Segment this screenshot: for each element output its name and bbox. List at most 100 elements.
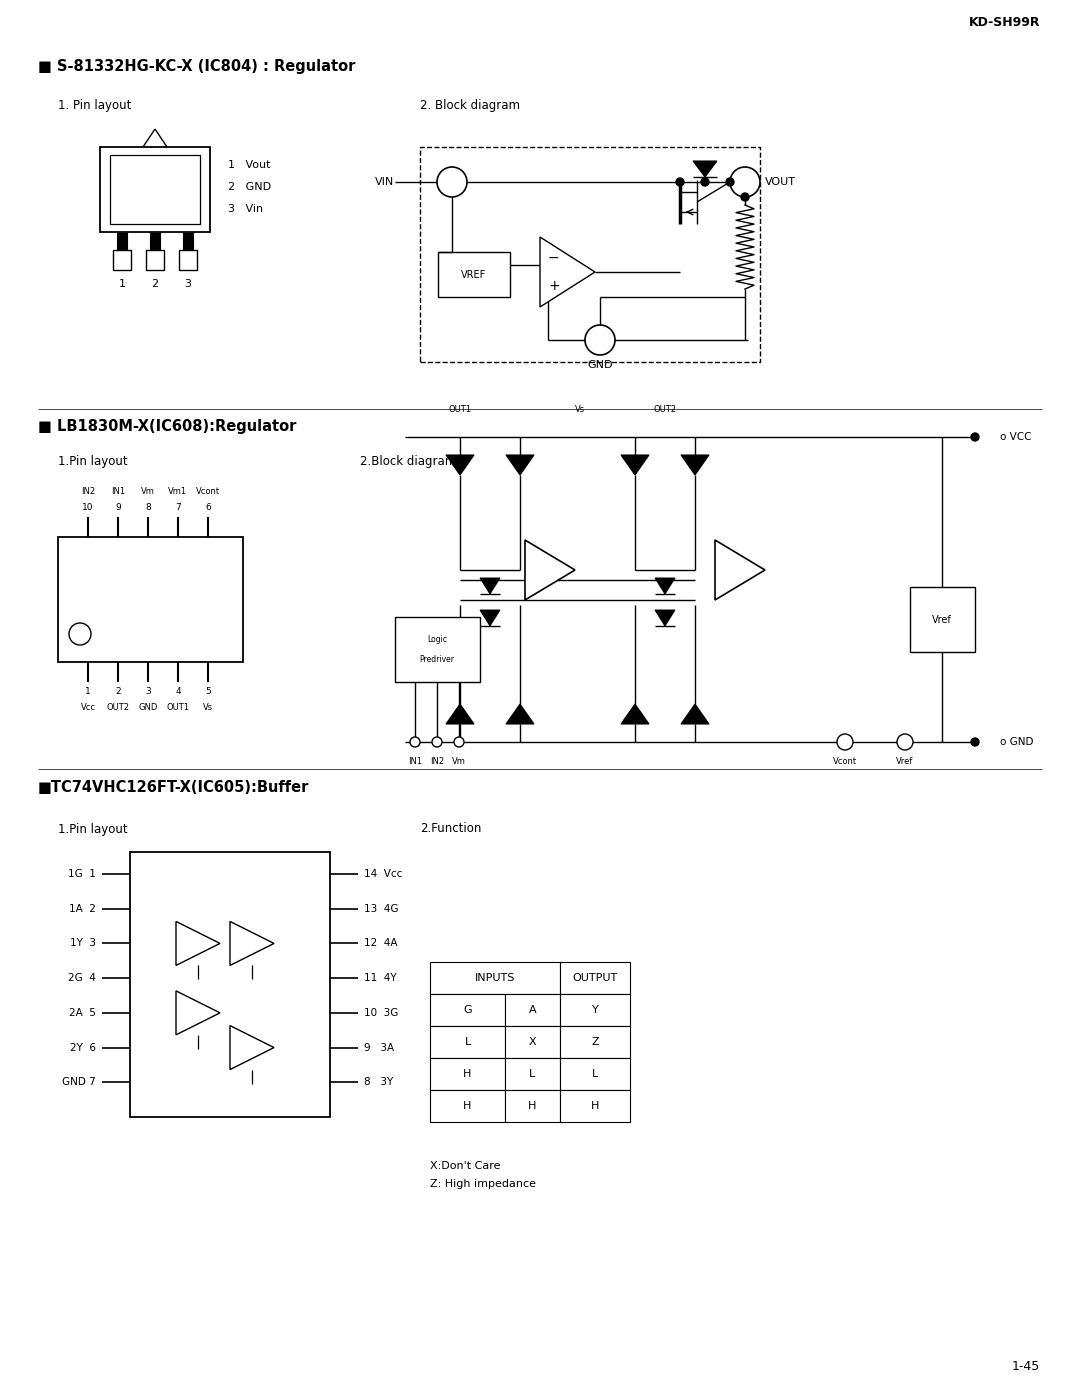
- Text: 1-45: 1-45: [1012, 1361, 1040, 1373]
- Text: ■TC74VHC126FT-X(IC605):Buffer: ■TC74VHC126FT-X(IC605):Buffer: [38, 780, 309, 795]
- Text: 3: 3: [448, 177, 456, 187]
- Text: IN2: IN2: [430, 757, 444, 767]
- Text: Vm1: Vm1: [168, 486, 188, 496]
- Text: IN1: IN1: [111, 486, 125, 496]
- Text: Logic: Logic: [427, 636, 447, 644]
- Text: OUTPUT: OUTPUT: [572, 972, 618, 983]
- Bar: [910, 587, 975, 652]
- Text: Vref: Vref: [932, 615, 951, 624]
- Bar: [438, 251, 510, 298]
- Text: L: L: [592, 1069, 598, 1078]
- Circle shape: [437, 168, 467, 197]
- Bar: [561, 995, 630, 1025]
- Text: INPUTS: INPUTS: [475, 972, 515, 983]
- Polygon shape: [654, 610, 675, 626]
- Text: +: +: [548, 279, 559, 293]
- Text: L: L: [529, 1069, 536, 1078]
- Text: Vm: Vm: [453, 757, 465, 767]
- Text: 10: 10: [82, 503, 94, 511]
- Bar: [430, 995, 505, 1025]
- Circle shape: [837, 733, 853, 750]
- Text: H: H: [591, 1101, 599, 1111]
- Circle shape: [741, 193, 750, 201]
- Polygon shape: [681, 455, 708, 475]
- Polygon shape: [230, 922, 274, 965]
- Text: OUT2: OUT2: [107, 704, 130, 712]
- Bar: [113, 250, 131, 270]
- Text: 2: 2: [151, 279, 159, 289]
- Polygon shape: [176, 990, 220, 1035]
- Text: ■ S-81332HG-KC-X (IC804) : Regulator: ■ S-81332HG-KC-X (IC804) : Regulator: [38, 60, 355, 74]
- Text: 1   Vout: 1 Vout: [228, 161, 270, 170]
- Text: 2Y  6: 2Y 6: [70, 1042, 96, 1052]
- Text: IN2: IN2: [81, 486, 95, 496]
- Text: 6: 6: [205, 503, 211, 511]
- Text: 4: 4: [175, 687, 180, 697]
- Circle shape: [701, 177, 708, 186]
- Bar: [430, 1025, 505, 1058]
- Text: GND: GND: [138, 704, 158, 712]
- Bar: [430, 1090, 505, 1122]
- Text: 10  3G: 10 3G: [364, 1007, 399, 1018]
- Text: G: G: [463, 1004, 472, 1016]
- Text: OUT1: OUT1: [166, 704, 189, 712]
- Circle shape: [676, 177, 684, 186]
- Text: VREF: VREF: [461, 270, 487, 279]
- Polygon shape: [715, 541, 765, 599]
- Bar: [561, 1058, 630, 1090]
- Polygon shape: [681, 704, 708, 724]
- Text: 1: 1: [85, 687, 91, 697]
- Text: 3: 3: [145, 687, 151, 697]
- Polygon shape: [176, 922, 220, 965]
- Bar: [505, 1058, 561, 1090]
- Bar: [430, 1058, 505, 1090]
- Text: 7: 7: [175, 503, 180, 511]
- Bar: [100, 147, 210, 232]
- Text: X: X: [529, 1037, 537, 1046]
- Circle shape: [730, 168, 760, 197]
- Bar: [130, 852, 330, 1118]
- Polygon shape: [230, 1025, 274, 1070]
- Circle shape: [432, 738, 442, 747]
- Text: Z: High impedance: Z: High impedance: [430, 1179, 536, 1189]
- Circle shape: [971, 738, 978, 746]
- Text: 9: 9: [116, 503, 121, 511]
- Polygon shape: [446, 704, 474, 724]
- Text: 1G  1: 1G 1: [68, 869, 96, 879]
- Text: ■ LB1830M-X(IC608):Regulator: ■ LB1830M-X(IC608):Regulator: [38, 419, 296, 434]
- Text: o GND: o GND: [1000, 738, 1034, 747]
- Circle shape: [410, 738, 420, 747]
- Text: Vm: Vm: [141, 486, 154, 496]
- Text: −: −: [548, 251, 559, 265]
- Text: 9   3A: 9 3A: [364, 1042, 394, 1052]
- Text: o VCC: o VCC: [1000, 432, 1031, 441]
- Text: 11  4Y: 11 4Y: [364, 974, 396, 983]
- Polygon shape: [654, 578, 675, 594]
- Text: 8: 8: [145, 503, 151, 511]
- Circle shape: [971, 433, 978, 441]
- Text: L: L: [464, 1037, 471, 1046]
- Text: VOUT: VOUT: [765, 177, 796, 187]
- Polygon shape: [525, 541, 575, 599]
- Text: OUT2: OUT2: [653, 405, 676, 414]
- Text: 1. Pin layout: 1. Pin layout: [58, 99, 132, 112]
- Text: 2: 2: [597, 335, 603, 345]
- Polygon shape: [446, 455, 474, 475]
- Bar: [505, 1025, 561, 1058]
- Bar: [505, 1090, 561, 1122]
- Text: 5: 5: [205, 687, 211, 697]
- Text: Predriver: Predriver: [419, 655, 455, 664]
- Bar: [58, 536, 243, 662]
- Bar: [430, 963, 561, 995]
- Bar: [179, 250, 197, 270]
- Text: IN1: IN1: [408, 757, 422, 767]
- Text: Vcc: Vcc: [81, 704, 95, 712]
- Text: OUT1: OUT1: [448, 405, 472, 414]
- Text: 1: 1: [742, 177, 748, 187]
- Text: GND 7: GND 7: [63, 1077, 96, 1087]
- Bar: [395, 617, 480, 682]
- Text: Z: Z: [591, 1037, 598, 1046]
- Text: Y: Y: [592, 1004, 598, 1016]
- Text: X:Don't Care: X:Don't Care: [430, 1161, 500, 1171]
- Text: 3: 3: [185, 279, 191, 289]
